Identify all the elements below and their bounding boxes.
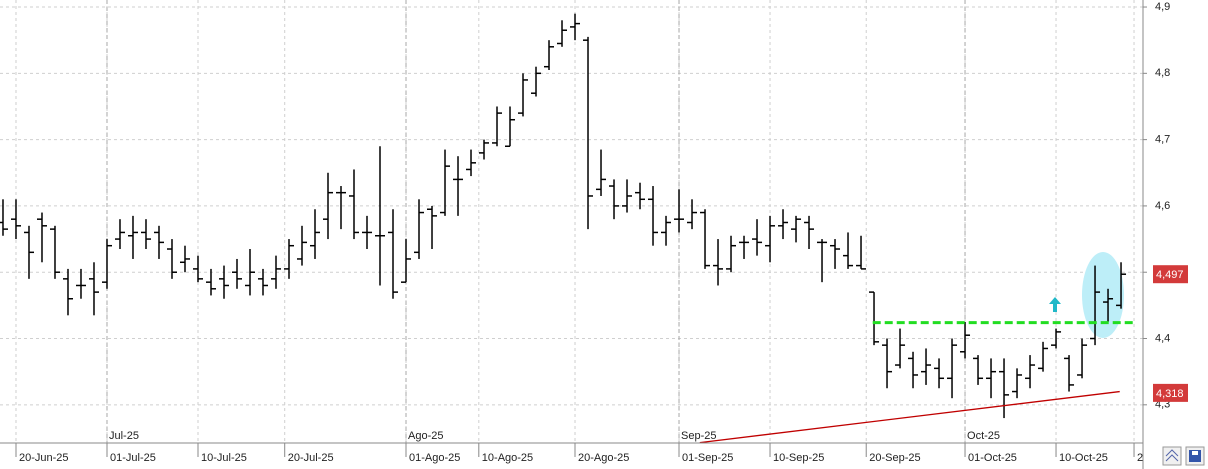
month-label: Oct-25	[967, 430, 1000, 442]
y-tick-label: 4,7	[1155, 134, 1170, 146]
grid	[0, 0, 1143, 443]
x-tick-label: 01-Oct-25	[968, 452, 1017, 464]
x-tick-label: 10-Ago-25	[482, 452, 533, 464]
price-tag	[1153, 265, 1188, 284]
scroll-icon	[1165, 449, 1179, 462]
x-tick-label: 20-Ago-25	[578, 452, 629, 464]
highlight-ellipse	[1082, 252, 1124, 338]
month-label: Jul-25	[109, 430, 139, 442]
scroll-button[interactable]	[1162, 446, 1182, 466]
x-tick-label: 2	[1137, 452, 1143, 464]
x-tick-label: 10-Jul-25	[201, 452, 247, 464]
y-tick-label: 4,6	[1155, 200, 1170, 212]
price-tag-label: 4,318	[1156, 388, 1184, 400]
plot	[0, 13, 1133, 444]
x-tick-label: 20-Jul-25	[288, 452, 334, 464]
y-tick-label: 4,8	[1155, 67, 1170, 79]
x-tick-label: 10-Sep-25	[773, 452, 824, 464]
y-tick-label: 4,9	[1155, 1, 1170, 13]
x-tick-label: 10-Oct-25	[1059, 452, 1108, 464]
price-tag	[1153, 383, 1188, 402]
save-icon-label	[1192, 451, 1198, 455]
price-tag-label: 4,497	[1156, 269, 1184, 281]
x-tick-label: 01-Jul-25	[110, 452, 156, 464]
x-tick-label: 01-Sep-25	[682, 452, 733, 464]
trendline	[699, 390, 1120, 444]
month-label: Sep-25	[681, 430, 716, 442]
up-arrow	[1049, 297, 1061, 312]
axes: 4,34,44,54,64,74,84,920-Jun-2501-Jul-251…	[15, 1, 1188, 464]
x-tick-label: 01-Ago-25	[409, 452, 460, 464]
x-tick-label: 20-Jun-25	[19, 452, 69, 464]
y-tick-label: 4,4	[1155, 332, 1170, 344]
x-tick-label: 20-Sep-25	[869, 452, 920, 464]
month-label: Ago-25	[408, 430, 443, 442]
